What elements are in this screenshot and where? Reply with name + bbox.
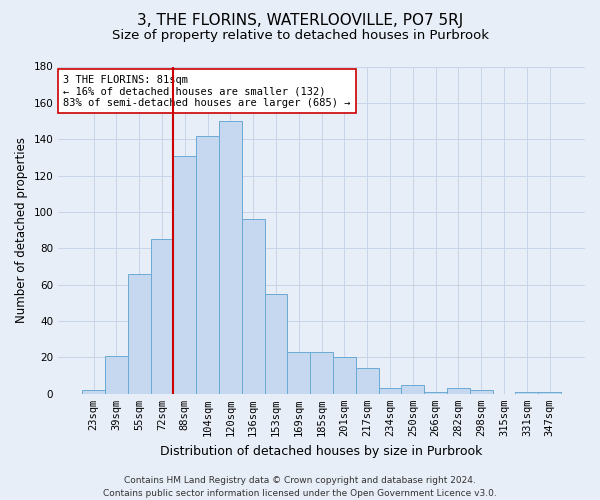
Bar (151, 239, 173, 394)
Bar (219, 121, 242, 394)
Text: Size of property relative to detached houses in Purbrook: Size of property relative to detached ho… (112, 29, 488, 42)
Bar (196, 136, 219, 394)
Bar (538, 392, 561, 394)
Bar (265, 294, 287, 394)
Bar (515, 392, 538, 394)
Bar (287, 352, 310, 394)
Bar (333, 358, 356, 394)
Bar (401, 384, 424, 394)
Text: 3 THE FLORINS: 81sqm
← 16% of detached houses are smaller (132)
83% of semi-deta: 3 THE FLORINS: 81sqm ← 16% of detached h… (64, 74, 351, 108)
Bar (447, 388, 470, 394)
Bar (310, 352, 333, 394)
Bar (128, 274, 151, 394)
Bar (173, 156, 196, 394)
Y-axis label: Number of detached properties: Number of detached properties (15, 137, 28, 323)
Bar (105, 356, 128, 394)
Text: 3, THE FLORINS, WATERLOOVILLE, PO7 5RJ: 3, THE FLORINS, WATERLOOVILLE, PO7 5RJ (137, 12, 463, 28)
Bar (424, 392, 447, 394)
Bar (379, 388, 401, 394)
Bar (470, 390, 493, 394)
Text: Contains HM Land Registry data © Crown copyright and database right 2024.
Contai: Contains HM Land Registry data © Crown c… (103, 476, 497, 498)
Bar (356, 368, 379, 394)
Bar (82, 390, 105, 394)
X-axis label: Distribution of detached houses by size in Purbrook: Distribution of detached houses by size … (160, 444, 483, 458)
Bar (242, 219, 265, 394)
